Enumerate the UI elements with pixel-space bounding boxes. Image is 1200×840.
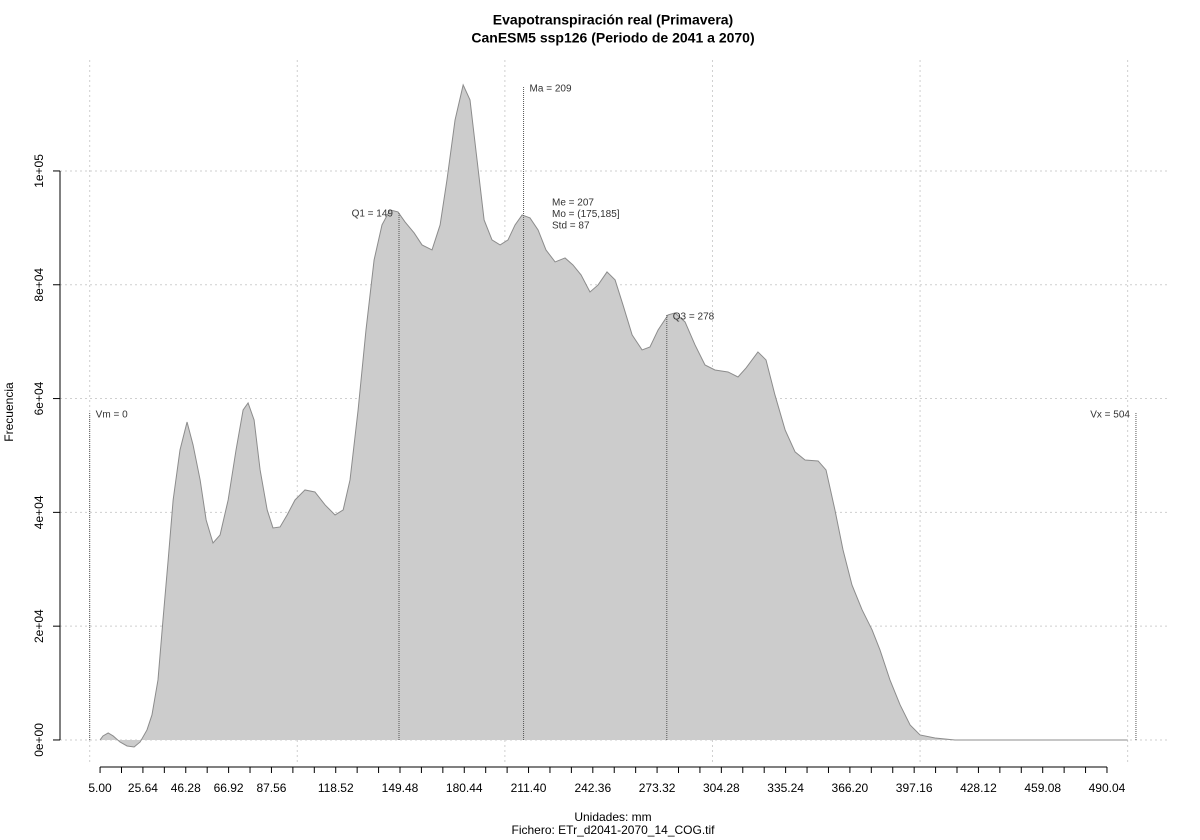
stat-label: Std = 87 bbox=[552, 221, 590, 232]
y-tick-label: 6e+04 bbox=[32, 381, 46, 415]
area-line bbox=[99, 83, 1128, 748]
x-tick-label: 490.04 bbox=[1089, 781, 1126, 795]
x-tick-label: 66.92 bbox=[214, 781, 244, 795]
annotation-label: Vm = 0 bbox=[96, 409, 128, 420]
x-tick-label: 459.08 bbox=[1024, 781, 1061, 795]
x-axis-label: Unidades: mm bbox=[574, 810, 651, 824]
stat-label: Me = 207 bbox=[552, 198, 594, 209]
annotation-label: Vx = 504 bbox=[1090, 409, 1130, 420]
y-tick-label: 2e+04 bbox=[32, 609, 46, 643]
x-tick-label: 428.12 bbox=[960, 781, 997, 795]
x-tick-label: 118.52 bbox=[318, 781, 354, 795]
x-tick-label: 304.28 bbox=[703, 781, 740, 795]
chart-subtitle: CanESM5 ssp126 (Periodo de 2041 a 2070) bbox=[471, 30, 754, 46]
x-tick-label: 46.28 bbox=[171, 781, 201, 795]
x-tick-label: 366.20 bbox=[832, 781, 869, 795]
annotation-label: Q1 = 149 bbox=[352, 209, 394, 220]
x-tick-label: 242.36 bbox=[574, 781, 611, 795]
y-axis-label: Frecuencia bbox=[2, 382, 16, 442]
caption: Fichero: ETr_d2041-2070_14_COG.tif bbox=[512, 823, 716, 837]
stat-label: Mo = (175,185] bbox=[552, 209, 620, 220]
x-tick-label: 180.44 bbox=[446, 781, 483, 795]
annotation-label: Q3 = 278 bbox=[673, 312, 715, 323]
y-tick-label: 1e+05 bbox=[32, 154, 46, 188]
y-tick-label: 4e+04 bbox=[32, 495, 46, 529]
x-tick-label: 25.64 bbox=[128, 781, 158, 795]
x-tick-label: 5.00 bbox=[88, 781, 112, 795]
x-tick-label: 397.16 bbox=[896, 781, 933, 795]
x-tick-label: 335.24 bbox=[767, 781, 804, 795]
y-tick-label: 8e+04 bbox=[32, 268, 46, 302]
annotation-label: Ma = 209 bbox=[530, 83, 572, 94]
area-fill bbox=[100, 84, 1128, 747]
x-tick-label: 149.48 bbox=[382, 781, 419, 795]
y-tick-label: 0e+00 bbox=[32, 723, 46, 757]
chart-title: Evapotranspiración real (Primavera) bbox=[493, 12, 733, 28]
x-tick-label: 273.32 bbox=[639, 781, 676, 795]
x-tick-label: 87.56 bbox=[256, 781, 286, 795]
x-tick-label: 211.40 bbox=[511, 781, 547, 795]
